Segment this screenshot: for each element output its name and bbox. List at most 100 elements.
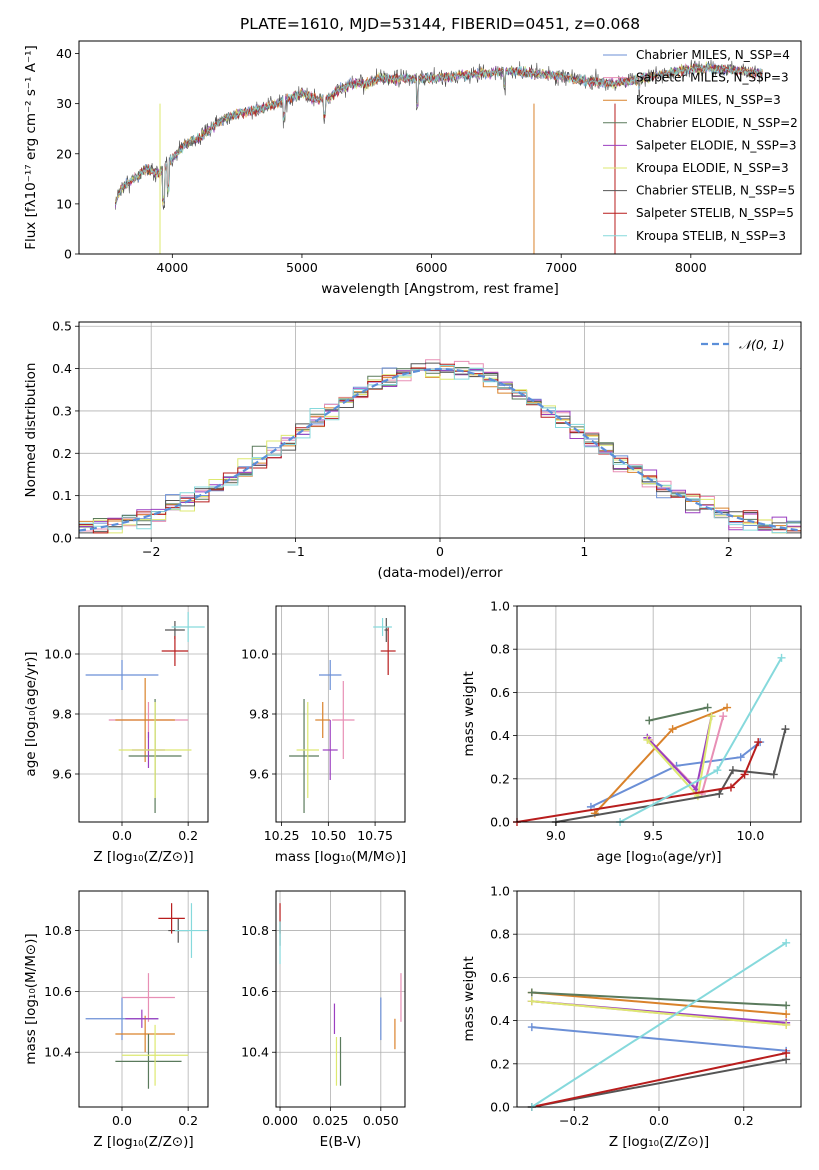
weight-point-marker [527, 1023, 536, 1032]
weight-vs-Z-panel: −0.2 0.0 0.2 0.0 0.2 0.4 0.6 0.8 1.0 Z [log₁₀(Z/Z… [461, 884, 802, 1150]
model-spectrum-line [115, 63, 763, 205]
weight-point-marker [782, 938, 791, 947]
mass-vs-Z-panel: 0.0 0.2 10.4 10.6 10.8 Z [log₁₀(Z/Z⊙)] mass [l… [23, 890, 209, 1150]
x-tick-label: 2 [725, 544, 733, 559]
weight-series-line [531, 1000, 787, 1026]
legend-label: Kroupa STELIB, N_SSP=3 [636, 229, 786, 243]
x-axis-label: E(B-V) [320, 1134, 362, 1150]
x-tick-label: −1 [286, 544, 304, 559]
axes-frame [78, 890, 209, 1108]
x-tick-label: 9.0 [546, 828, 566, 843]
y-tick-label: 0.2 [490, 771, 510, 786]
y-tick-label: 0.2 [490, 1056, 510, 1071]
y-tick-label: 0.1 [52, 488, 72, 503]
legend-label: Salpeter MILES, N_SSP=3 [636, 71, 789, 85]
y-tick-label: 9.8 [249, 707, 269, 722]
y-tick-label: 10.0 [241, 647, 269, 662]
legend-label: Kroupa MILES, N_SSP=3 [636, 93, 781, 107]
weight-point-marker [782, 1020, 791, 1029]
y-tick-label: 10.4 [241, 1045, 269, 1060]
weight-series-line [531, 1058, 787, 1108]
x-tick-label: 0.2 [178, 1113, 198, 1128]
spectrum-panel: 4000 5000 6000 7000 8000 0 10 20 30 40 wavelength … [23, 40, 802, 297]
x-tick-label: 8000 [675, 260, 707, 275]
weight-point-marker [645, 716, 654, 725]
weight-point-marker [782, 1049, 791, 1057]
x-tick-label: 0.2 [178, 828, 198, 843]
weight-point-marker [527, 997, 536, 1006]
plot-panels: 4000 5000 6000 7000 8000010203040wavelength … [23, 40, 802, 1150]
x-tick-label: 4000 [156, 260, 188, 275]
x-tick-label: 1 [580, 544, 588, 559]
x-axis-label: Z [log₁₀(Z/Z⊙)] [93, 849, 193, 865]
y-tick-label: 0.0 [52, 531, 72, 546]
y-tick-label: 0.5 [52, 319, 72, 334]
weight-point-marker [740, 770, 749, 779]
x-tick-label: 9.5 [643, 828, 663, 843]
x-tick-label: 0.000 [262, 1113, 298, 1128]
x-tick-label: 0.0 [112, 1113, 132, 1128]
y-tick-label: 0.6 [490, 685, 510, 700]
y-tick-label: 0.4 [490, 1013, 510, 1028]
x-tick-label: 10.0 [737, 828, 765, 843]
axes-frame [78, 40, 802, 255]
x-tick-label: 10.25 [264, 828, 300, 843]
y-tick-label: 20 [56, 146, 72, 161]
weight-point-marker [769, 770, 778, 779]
weight-series-line [649, 706, 708, 722]
weight-series-line [531, 1026, 787, 1052]
x-axis-label: Z [log₁₀(Z/Z⊙)] [609, 1134, 709, 1150]
x-tick-label: 0 [436, 544, 444, 559]
y-axis-label: mass [log₁₀(M/M⊙)] [23, 933, 39, 1064]
x-axis-label: age [log₁₀(age/yr)] [596, 849, 721, 865]
y-axis-label: mass weight [461, 956, 477, 1041]
weight-series-line [531, 991, 787, 1007]
y-tick-label: 9.8 [52, 707, 72, 722]
age-vs-Z-panel: 0.0 0.2 9.6 9.8 10.0 Z [log₁₀(Z/Z⊙)] age [log₁… [23, 605, 209, 865]
y-tick-label: 1.0 [490, 599, 510, 614]
weight-point-marker [715, 789, 724, 798]
x-tick-label: 10.75 [357, 828, 393, 843]
weight-point-marker [703, 703, 712, 712]
weight-point-marker [643, 735, 652, 744]
y-tick-label: 10.6 [44, 984, 72, 999]
legend-label: Chabrier MILES, N_SSP=4 [636, 48, 790, 62]
y-tick-label: 10.0 [44, 647, 72, 662]
y-tick-label: 0.8 [490, 642, 510, 657]
histogram-series [78, 362, 801, 538]
y-tick-label: 9.6 [52, 767, 72, 782]
weight-point-marker [713, 766, 722, 775]
weight-point-marker [707, 712, 716, 721]
x-tick-label: 7000 [545, 260, 577, 275]
weight-series-line [594, 706, 728, 815]
weight-point-marker [782, 1001, 791, 1010]
x-tick-label: 0.025 [313, 1113, 349, 1128]
weight-point-marker [719, 712, 728, 721]
y-tick-label: 0 [64, 247, 72, 262]
y-tick-label: 0.8 [490, 927, 510, 942]
y-axis-label: Normed distribution [23, 363, 39, 498]
weight-point-marker [736, 753, 745, 762]
x-axis-label: (data-model)/error [377, 565, 503, 581]
weight-series-line [516, 741, 760, 823]
weight-series-line [531, 941, 787, 1108]
y-tick-label: 0.4 [52, 361, 72, 376]
y-tick-label: 1.0 [490, 884, 510, 899]
legend-label: Chabrier STELIB, N_SSP=5 [636, 184, 795, 198]
y-axis-label: Flux [fλ10⁻¹⁷ erg cm⁻² s⁻¹ A⁻¹] [23, 45, 39, 250]
residuals-panel: −2 −1 0 1 2 0.0 0.1 0.2 0.3 0.4 0.5 (data-model)/er… [23, 319, 802, 581]
y-tick-label: 40 [56, 46, 72, 61]
x-tick-label: −2 [142, 544, 160, 559]
figure-title: PLATE=1610, MJD=53144, FIBERID=0451, z=0… [240, 15, 640, 33]
y-tick-label: 0.6 [490, 970, 510, 985]
weight-point-marker [777, 653, 786, 662]
y-tick-label: 10.4 [44, 1045, 72, 1060]
weight-series-line [531, 1052, 787, 1108]
weight-point-marker [726, 783, 735, 792]
weight-series-line [646, 716, 713, 799]
y-tick-label: 0.2 [52, 446, 72, 461]
y-tick-label: 10.8 [44, 923, 72, 938]
y-tick-label: 9.6 [249, 767, 269, 782]
x-tick-label: 0.050 [363, 1113, 399, 1128]
legend-label: Chabrier ELODIE, N_SSP=2 [636, 116, 798, 130]
